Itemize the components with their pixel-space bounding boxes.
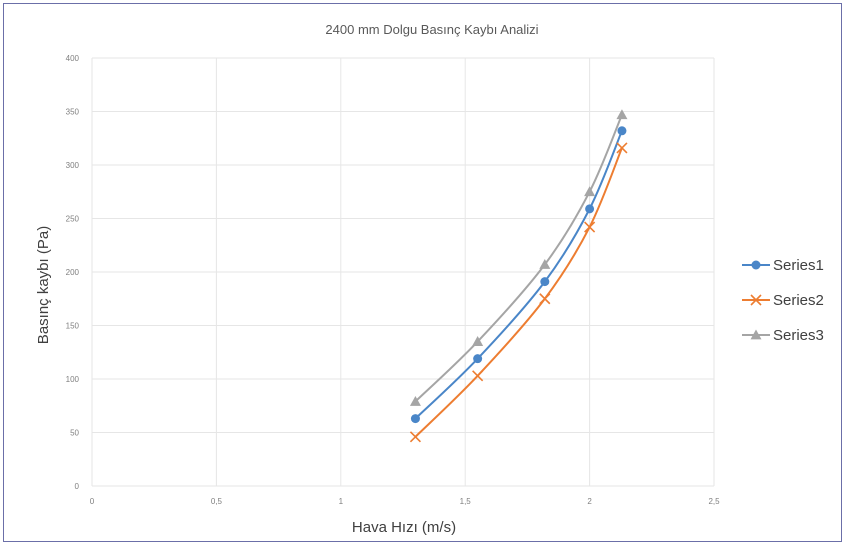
y-tick-label: 350 bbox=[66, 108, 80, 117]
legend-item-series1: Series1 bbox=[742, 257, 824, 274]
legend-label: Series3 bbox=[773, 327, 824, 344]
legend-item-series3: Series3 bbox=[742, 327, 824, 344]
legend-label: Series2 bbox=[773, 292, 824, 309]
x-tick-label: 2,5 bbox=[708, 497, 720, 506]
legend: Series1 Series2 Series3 bbox=[742, 257, 824, 344]
series-line bbox=[414, 114, 623, 403]
y-tick-label: 400 bbox=[66, 54, 80, 63]
x-tick-label: 1,5 bbox=[460, 497, 472, 506]
grid-lines bbox=[91, 57, 715, 487]
y-tick-label: 300 bbox=[66, 161, 80, 170]
series-series2 bbox=[409, 142, 628, 443]
data-point bbox=[584, 221, 596, 233]
tick-labels: 0 50 100 150 200 250 300 350 400 0 0,5 1 1,5 2 2,5 bbox=[66, 54, 720, 506]
y-tick-label: 250 bbox=[66, 215, 80, 224]
x-tick-label: 0,5 bbox=[211, 497, 223, 506]
y-tick-label: 0 bbox=[75, 482, 80, 491]
data-point bbox=[616, 142, 628, 154]
legend-marker bbox=[750, 329, 762, 340]
series-layer bbox=[409, 109, 628, 443]
data-point bbox=[540, 277, 550, 287]
x-tick-label: 0 bbox=[90, 497, 95, 506]
series-series3 bbox=[409, 109, 628, 406]
y-tick-label: 50 bbox=[70, 429, 79, 438]
x-axis-label: Hava Hızı (m/s) bbox=[352, 519, 456, 536]
data-point bbox=[584, 186, 596, 197]
y-axis-label: Basınç kaybı (Pa) bbox=[35, 226, 52, 344]
data-point bbox=[617, 126, 627, 136]
legend-marker bbox=[750, 294, 762, 306]
data-point bbox=[409, 395, 421, 406]
data-point bbox=[585, 204, 595, 214]
data-point bbox=[473, 354, 483, 364]
x-tick-label: 1 bbox=[339, 497, 344, 506]
y-tick-label: 100 bbox=[66, 375, 80, 384]
data-point bbox=[410, 414, 420, 424]
series-series1 bbox=[410, 126, 627, 424]
data-point bbox=[539, 259, 551, 269]
data-point bbox=[409, 431, 422, 443]
series-line bbox=[414, 130, 623, 420]
legend-item-series2: Series2 bbox=[742, 292, 824, 309]
data-point bbox=[472, 336, 484, 346]
y-tick-label: 200 bbox=[66, 268, 80, 277]
data-point bbox=[472, 370, 484, 382]
legend-label: Series1 bbox=[773, 257, 824, 274]
data-point bbox=[616, 109, 628, 120]
chart-title: 2400 mm Dolgu Basınç Kaybı Analizi bbox=[325, 22, 538, 37]
legend-marker bbox=[751, 260, 761, 270]
x-tick-label: 2 bbox=[587, 497, 592, 506]
data-point bbox=[539, 293, 551, 305]
y-tick-label: 150 bbox=[66, 322, 80, 331]
